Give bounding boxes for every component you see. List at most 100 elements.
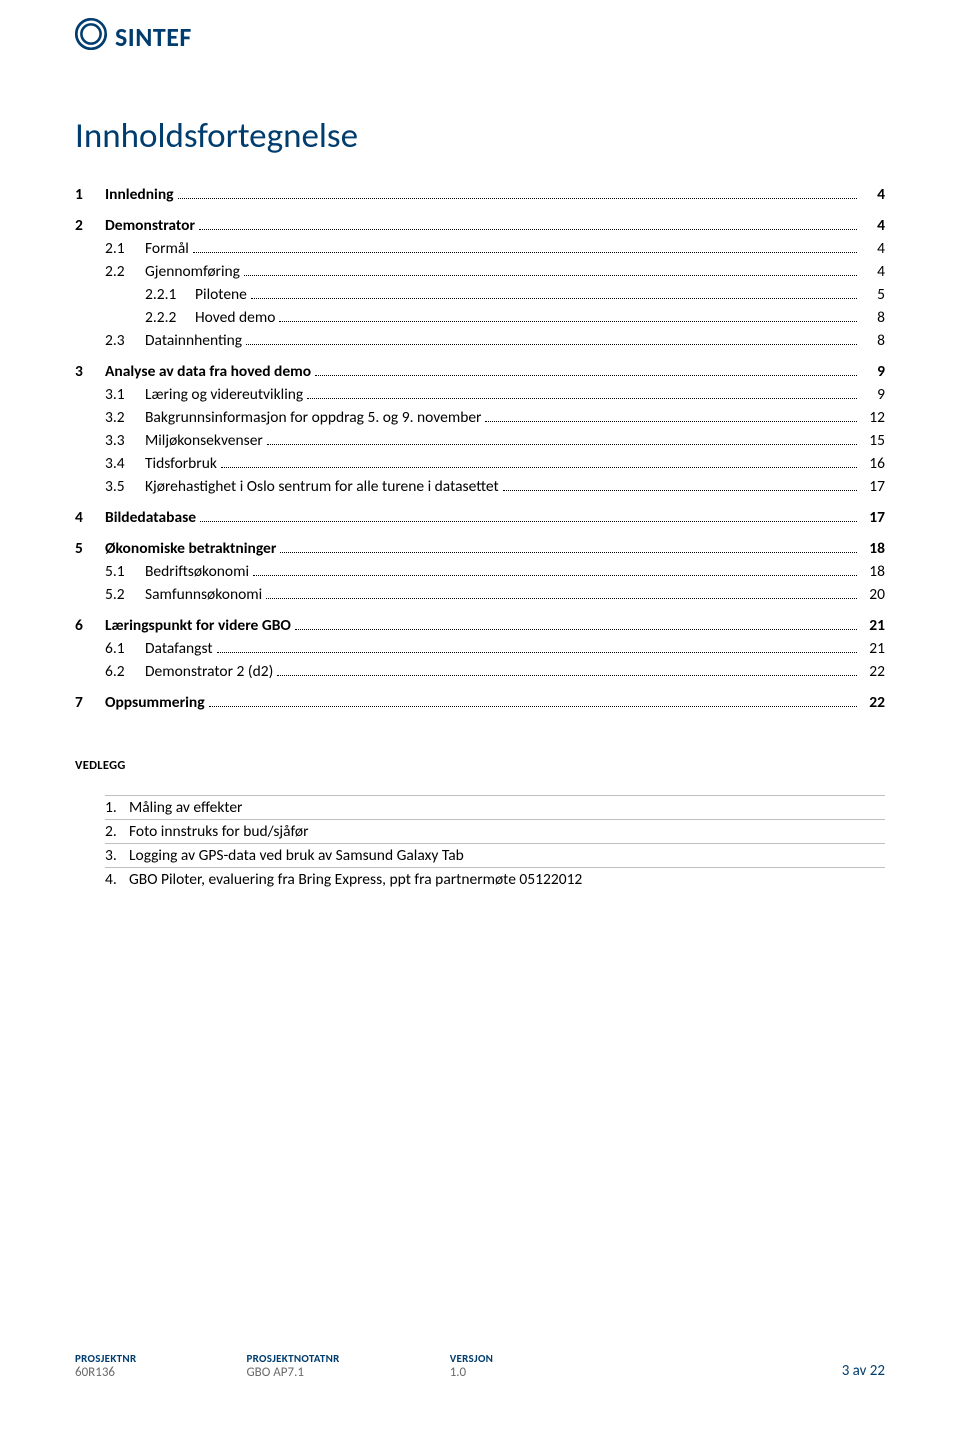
toc-row: 2.3Datainnhenting 8 (75, 331, 885, 350)
toc-number: 6.2 (105, 662, 145, 681)
attachment-number: 2. (105, 822, 129, 841)
toc-row: 3.3Miljøkonsekvenser15 (75, 431, 885, 450)
toc-leader-dots (200, 521, 857, 522)
toc-page-number: 17 (861, 508, 885, 527)
attachment-number: 3. (105, 846, 129, 865)
toc-page-number: 22 (861, 693, 885, 712)
toc-label: Datafangst (145, 639, 213, 658)
toc-page-number: 16 (861, 454, 885, 473)
toc-label: Tidsforbruk (145, 454, 217, 473)
toc-page-number: 4 (861, 262, 885, 281)
toc-page-number: 9 (861, 385, 885, 404)
toc-page-number: 4 (861, 216, 885, 235)
toc-row: 6.2Demonstrator 2 (d2) 22 (75, 662, 885, 681)
toc-page-number: 9 (861, 362, 885, 381)
toc-number: 2 (75, 216, 105, 235)
toc-page-number: 4 (861, 239, 885, 258)
toc-label: Miljøkonsekvenser (145, 431, 263, 450)
toc-number: 3 (75, 362, 105, 381)
toc-number: 5 (75, 539, 105, 558)
toc-row: 3.4Tidsforbruk 16 (75, 454, 885, 473)
toc-leader-dots (295, 629, 857, 630)
toc-label: Formål (145, 239, 189, 258)
footer-label: PROSJEKTNOTATNR (246, 1352, 339, 1365)
attachment-text: GBO Piloter, evaluering fra Bring Expres… (129, 870, 582, 889)
toc-row: 5.1Bedriftsøkonomi 18 (75, 562, 885, 581)
toc-label: Kjørehastighet i Oslo sentrum for alle t… (145, 477, 499, 496)
attachment-text: Logging av GPS-data ved bruk av Samsund … (129, 846, 464, 865)
toc-label: Hoved demo (195, 308, 275, 327)
toc-number: 2.2 (105, 262, 145, 281)
toc-number: 5.1 (105, 562, 145, 581)
attachment-text: Måling av effekter (129, 798, 242, 817)
page-footer: PROSJEKTNR 60R136 PROSJEKTNOTATNR GBO AP… (75, 1352, 885, 1380)
toc-number: 6.1 (105, 639, 145, 658)
footer-label: VERSJON (450, 1352, 494, 1365)
toc-leader-dots (217, 652, 857, 653)
toc-page-number: 4 (861, 185, 885, 204)
toc-row: 3Analyse av data fra hoved demo9 (75, 362, 885, 381)
footer-value: 1.0 (450, 1365, 494, 1380)
toc-row: 3.2Bakgrunnsinformasjon for oppdrag 5. o… (75, 408, 885, 427)
toc-page-number: 8 (861, 308, 885, 327)
toc-label: Læringspunkt for videre GBO (105, 616, 291, 635)
toc-leader-dots (244, 275, 857, 276)
toc-number: 5.2 (105, 585, 145, 604)
toc-label: Læring og videreutvikling (145, 385, 303, 404)
attachment-text: Foto innstruks for bud/sjåfør (129, 822, 308, 841)
toc-number: 3.5 (105, 477, 145, 496)
toc-leader-dots (199, 229, 857, 230)
toc-number: 3.1 (105, 385, 145, 404)
brand-logo: SINTEF (75, 18, 885, 55)
brand-name: SINTEF (115, 21, 192, 53)
toc-row: 6Læringspunkt for videre GBO 21 (75, 616, 885, 635)
toc-label: Økonomiske betraktninger (105, 539, 276, 558)
toc-row: 3.5Kjørehastighet i Oslo sentrum for all… (75, 477, 885, 496)
toc-row: 2.2.2Hoved demo 8 (75, 308, 885, 327)
toc-label: Samfunnsøkonomi (145, 585, 262, 604)
toc-leader-dots (178, 198, 858, 199)
page: SINTEF Innholdsfortegnelse 1Innledning 4 2… (0, 0, 960, 1452)
toc-leader-dots (279, 321, 857, 322)
attachment-number: 1. (105, 798, 129, 817)
toc-leader-dots (307, 398, 857, 399)
toc-page-number: 22 (861, 662, 885, 681)
toc-number: 2.2.2 (145, 308, 195, 327)
toc-label: Innledning (105, 185, 174, 204)
toc-label: Bedriftsøkonomi (145, 562, 249, 581)
toc-label: Demonstrator 2 (d2) (145, 662, 273, 681)
footer-col-prosjektnotatnr: PROSJEKTNOTATNR GBO AP7.1 (246, 1352, 339, 1380)
toc-page-number: 17 (861, 477, 885, 496)
toc-leader-dots (209, 706, 857, 707)
toc-page-number: 15 (861, 431, 885, 450)
toc-label: Demonstrator (105, 216, 195, 235)
toc-row: 2.1Formål4 (75, 239, 885, 258)
table-of-contents: 1Innledning42Demonstrator42.1Formål42.2G… (75, 185, 885, 712)
toc-page-number: 21 (861, 616, 885, 635)
toc-number: 1 (75, 185, 105, 204)
toc-label: Datainnhenting (145, 331, 242, 350)
toc-leader-dots (280, 552, 857, 553)
toc-leader-dots (266, 598, 857, 599)
toc-row: 5Økonomiske betraktninger18 (75, 539, 885, 558)
toc-row: 3.1Læring og videreutvikling 9 (75, 385, 885, 404)
toc-number: 6 (75, 616, 105, 635)
toc-number: 3.4 (105, 454, 145, 473)
toc-label: Bakgrunnsinformasjon for oppdrag 5. og 9… (145, 408, 481, 427)
attachment-number: 4. (105, 870, 129, 889)
toc-page-number: 8 (861, 331, 885, 350)
toc-number: 7 (75, 693, 105, 712)
toc-page-number: 21 (861, 639, 885, 658)
brand-mark-icon (75, 18, 107, 55)
page-title: Innholdsfortegnelse (75, 115, 885, 157)
toc-number: 2.2.1 (145, 285, 195, 304)
toc-number: 3.2 (105, 408, 145, 427)
toc-page-number: 12 (861, 408, 885, 427)
toc-number: 4 (75, 508, 105, 527)
toc-page-number: 18 (861, 562, 885, 581)
toc-number: 2.3 (105, 331, 145, 350)
footer-col-prosjektnr: PROSJEKTNR 60R136 (75, 1352, 136, 1380)
footer-value: 60R136 (75, 1365, 136, 1380)
attachments-heading: VEDLEGG (75, 758, 885, 773)
toc-page-number: 5 (861, 285, 885, 304)
